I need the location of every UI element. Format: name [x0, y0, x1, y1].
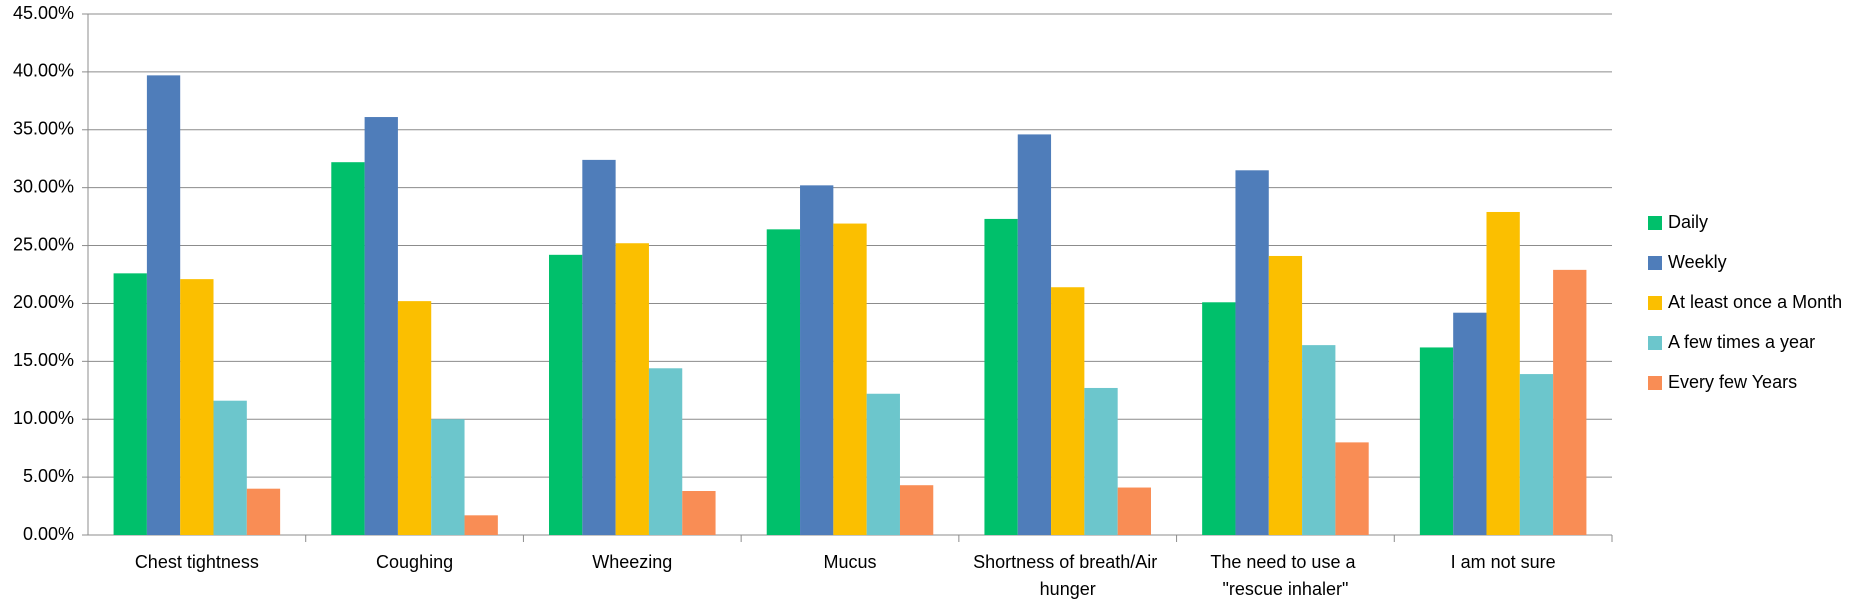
bar — [1268, 255, 1303, 535]
bar — [331, 162, 365, 535]
bar — [1235, 170, 1269, 536]
bar — [1553, 269, 1587, 535]
bar — [213, 400, 247, 535]
bar — [1419, 347, 1454, 535]
bar — [113, 273, 147, 535]
legend-swatch — [1648, 296, 1662, 310]
bar — [1519, 374, 1554, 535]
legend-label: At least once a Month — [1668, 292, 1842, 312]
bar — [1084, 387, 1118, 535]
legend-swatch — [1648, 256, 1662, 270]
bar — [1486, 211, 1520, 536]
bar — [1202, 302, 1236, 535]
legend-label: Every few Years — [1668, 372, 1797, 392]
bar — [1017, 134, 1052, 536]
y-tick-label: 5.00% — [23, 466, 74, 486]
legend-swatch — [1648, 336, 1662, 350]
y-tick-label: 25.00% — [13, 234, 74, 254]
bar — [766, 229, 801, 535]
legend-swatch — [1648, 376, 1662, 390]
bar — [984, 218, 1018, 535]
bar — [582, 159, 616, 535]
bar — [146, 75, 181, 536]
bar — [1302, 345, 1336, 535]
y-tick-label: 45.00% — [13, 3, 74, 23]
bar — [899, 485, 934, 535]
bar — [1051, 287, 1085, 535]
bar — [549, 254, 583, 535]
legend-label: Daily — [1668, 212, 1708, 232]
bar — [364, 117, 398, 535]
x-tick-label: Chest tightness — [135, 552, 259, 572]
bar — [682, 491, 716, 535]
x-tick-label: Wheezing — [592, 552, 672, 572]
x-tick-label: I am not sure — [1451, 552, 1556, 572]
y-tick-label: 30.00% — [13, 176, 74, 196]
bar — [431, 419, 465, 535]
x-tick-label: Shortness of breath/Air hunger — [973, 552, 1162, 599]
bar — [648, 368, 683, 535]
bar — [246, 488, 281, 535]
y-tick-label: 15.00% — [13, 350, 74, 370]
y-tick-label: 20.00% — [13, 292, 74, 312]
bar — [397, 301, 432, 535]
bar — [1117, 487, 1151, 535]
legend-swatch — [1648, 216, 1662, 230]
legend-label: Weekly — [1668, 252, 1727, 272]
bar — [866, 393, 900, 535]
bar — [180, 279, 214, 535]
y-tick-label: 35.00% — [13, 119, 74, 139]
y-tick-label: 10.00% — [13, 408, 74, 428]
x-tick-label: Mucus — [823, 552, 876, 572]
x-tick-label: Coughing — [376, 552, 453, 572]
y-tick-label: 0.00% — [23, 524, 74, 544]
bar — [615, 243, 649, 536]
bar — [464, 515, 498, 535]
bar — [800, 185, 834, 535]
y-tick-label: 40.00% — [13, 61, 74, 81]
bar — [1335, 442, 1369, 535]
x-tick-label: The need to use a "rescue inhaler" — [1210, 552, 1360, 599]
bar — [833, 223, 867, 535]
legend-label: A few times a year — [1668, 332, 1815, 352]
bar — [1453, 312, 1487, 535]
